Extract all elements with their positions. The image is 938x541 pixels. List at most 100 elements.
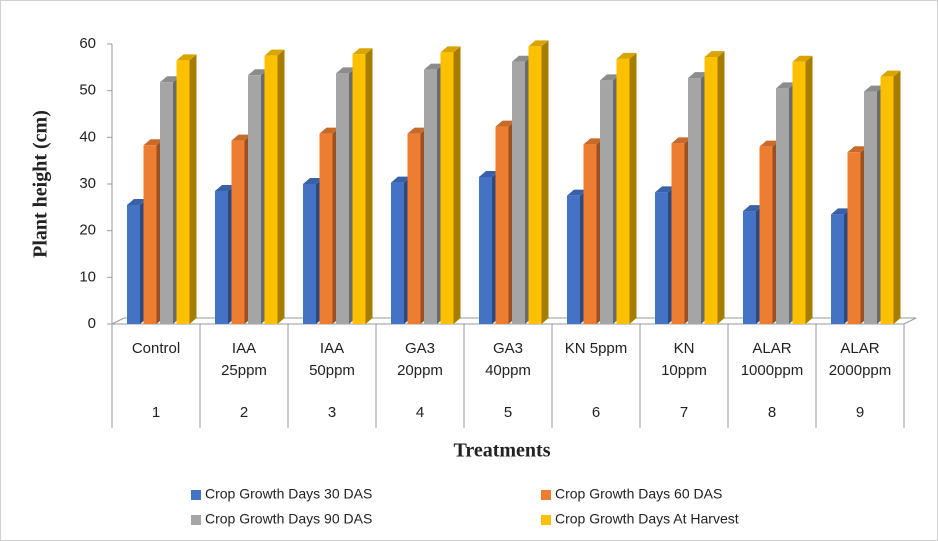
- bar-top: [567, 189, 587, 196]
- bar-top: [143, 139, 164, 146]
- x-tick-label-box: IAA 50ppm: [309, 340, 355, 379]
- bar-top: [616, 52, 637, 59]
- bar-top: [776, 82, 796, 89]
- x-tick-label: GA3 20ppm: [397, 340, 443, 379]
- bar-top: [352, 48, 373, 55]
- bar: [831, 214, 844, 324]
- bar-top: [512, 55, 532, 62]
- x-tick-label-box: ALAR 1000ppm: [740, 340, 804, 379]
- bar: [655, 192, 668, 324]
- bar-top: [759, 140, 780, 147]
- bar: [303, 184, 316, 324]
- bar-top: [264, 49, 285, 56]
- bar-side: [277, 49, 285, 325]
- bar: [743, 211, 756, 324]
- legend-marker: [191, 490, 201, 500]
- bar-top: [743, 205, 763, 212]
- bar-top: [160, 76, 180, 83]
- bar: [440, 52, 454, 325]
- x-tick-label: Control: [131, 340, 181, 357]
- bar: [847, 152, 861, 324]
- x-tick-label-box: Control: [131, 340, 181, 357]
- bar: [671, 143, 685, 324]
- bar-top: [440, 46, 461, 53]
- bar-top: [864, 85, 884, 92]
- bar-top: [303, 178, 323, 184]
- bar-top: [655, 186, 675, 193]
- x-tick-label: IAA 25ppm: [221, 340, 267, 379]
- y-axis-title: Plant height (cm): [30, 110, 52, 258]
- x-tick-label: KN 10ppm: [661, 340, 707, 379]
- bar-side: [717, 51, 725, 325]
- x-group-label: 1: [152, 404, 160, 421]
- y-tick-label: 30: [79, 175, 96, 192]
- legend-marker: [541, 515, 551, 525]
- x-tick-label-box: ALAR 2000ppm: [829, 340, 892, 379]
- legend-marker: [191, 515, 201, 525]
- bar-top: [792, 55, 813, 62]
- x-group-label: 2: [240, 404, 248, 421]
- bar: [143, 145, 157, 324]
- bar-top: [704, 51, 725, 58]
- bar-top: [424, 63, 444, 70]
- bar-top: [479, 171, 499, 177]
- bar: [583, 144, 597, 324]
- bar: [528, 46, 542, 324]
- bar: [704, 57, 718, 325]
- bar-side: [805, 55, 813, 324]
- x-group-label: 9: [856, 404, 864, 421]
- bar: [616, 58, 630, 324]
- bar: [231, 140, 245, 324]
- bar-side: [189, 54, 197, 324]
- bar: [567, 195, 580, 324]
- bar-top: [831, 208, 851, 215]
- y-tick-label: 20: [79, 222, 96, 239]
- x-group-label: 3: [328, 404, 336, 421]
- legend-label: Crop Growth Days 30 DAS: [205, 486, 372, 502]
- y-tick-label: 0: [88, 315, 96, 332]
- bar: [688, 78, 701, 324]
- bar-top: [336, 67, 356, 74]
- bar-top: [495, 120, 516, 127]
- x-tick-label-box: KN 10ppm: [661, 340, 707, 379]
- y-tick-label: 60: [79, 35, 96, 52]
- bar: [880, 76, 894, 325]
- bar: [160, 82, 173, 325]
- bar: [495, 126, 509, 324]
- bar: [600, 80, 613, 325]
- bar-top: [248, 69, 268, 76]
- bar: [319, 133, 333, 324]
- legend-label: Crop Growth Days At Harvest: [555, 511, 739, 527]
- bar-side: [893, 70, 901, 325]
- bar: [759, 146, 773, 324]
- bar: [424, 69, 437, 325]
- bar-top: [127, 199, 147, 205]
- bar: [792, 61, 806, 324]
- bar: [248, 75, 261, 325]
- bar-side: [541, 40, 549, 324]
- bar-top: [528, 40, 549, 47]
- bar: [864, 91, 877, 324]
- bar-side: [629, 52, 637, 324]
- x-tick-label-box: KN 5ppm: [565, 340, 628, 357]
- bar-top: [600, 74, 620, 81]
- x-group-label: 8: [768, 404, 776, 421]
- x-tick-label: ALAR 1000ppm: [740, 340, 804, 379]
- bar-top: [391, 176, 411, 183]
- bar: [352, 54, 366, 325]
- bar: [264, 55, 278, 325]
- bar: [776, 88, 789, 324]
- bar-top: [407, 127, 428, 134]
- y-tick-label: 50: [79, 82, 96, 99]
- x-tick-label-box: GA3 20ppm: [397, 340, 443, 379]
- legend-label: Crop Growth Days 60 DAS: [555, 486, 722, 502]
- bar: [391, 182, 404, 324]
- bar-top: [319, 127, 340, 134]
- bar-top: [880, 70, 901, 77]
- y-tick-label: 10: [79, 268, 96, 285]
- legend-label: Crop Growth Days 90 DAS: [205, 511, 372, 527]
- bar-top: [671, 137, 692, 144]
- bar: [407, 133, 421, 324]
- bar: [479, 177, 492, 324]
